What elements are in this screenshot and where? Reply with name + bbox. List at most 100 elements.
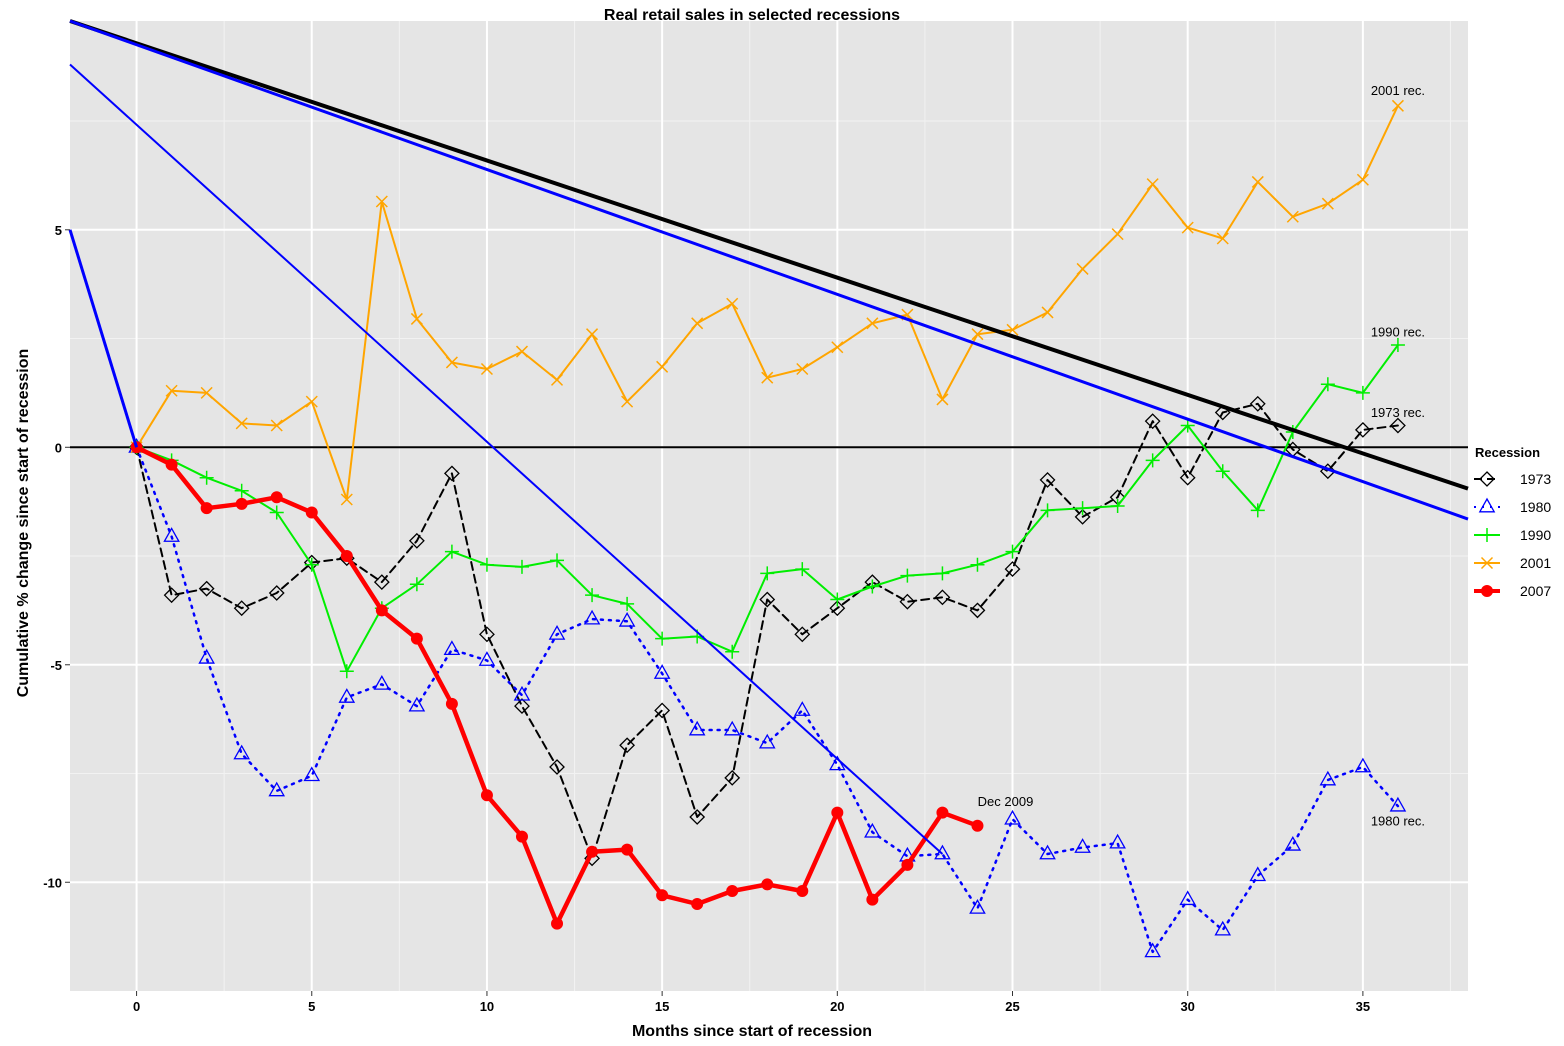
data-point-2001 — [761, 371, 774, 384]
data-point-1980 — [1389, 796, 1407, 812]
x-tick-label: 10 — [480, 999, 494, 1014]
data-point-1990 — [199, 470, 214, 485]
data-point-1980 — [1109, 833, 1126, 849]
data-point-1990 — [830, 592, 845, 607]
data-point-1980 — [513, 685, 531, 701]
legend-title: Recession — [1475, 445, 1540, 460]
data-point-1990 — [1145, 453, 1160, 468]
data-point-1980 — [653, 664, 671, 679]
data-point-1980 — [1319, 770, 1337, 786]
data-point-1980 — [583, 609, 601, 625]
trend-line — [69, 19, 1469, 491]
data-point-2007 — [796, 884, 809, 897]
data-point-1980 — [1179, 890, 1197, 906]
data-point-2001 — [866, 317, 879, 330]
series-layer — [128, 99, 1407, 958]
annotation-layer: 2001 rec. 1990 rec. 1973 rec. 1980 rec. Dec … — [978, 83, 1425, 829]
data-point-1980 — [268, 781, 286, 797]
data-point-1973 — [1144, 413, 1161, 430]
data-point-2007 — [586, 845, 599, 858]
annotation-label: 1990 rec. — [1371, 324, 1425, 339]
data-point-1980 — [303, 766, 321, 782]
annotation-label: 2001 rec. — [1371, 83, 1425, 98]
trend-line — [68, 229, 139, 448]
data-point-2007 — [761, 878, 774, 891]
data-point-1990 — [970, 557, 985, 572]
data-point-2007 — [445, 697, 458, 710]
data-point-1990 — [1075, 501, 1090, 516]
data-point-1990 — [865, 579, 880, 594]
data-point-2001 — [831, 341, 844, 354]
legend-item-1973: 1973 — [1474, 471, 1551, 487]
data-point-2001 — [1181, 221, 1194, 234]
data-point-1990 — [1005, 544, 1020, 559]
data-point-2001 — [480, 362, 493, 376]
data-point-2001 — [445, 356, 458, 369]
data-point-2001 — [340, 493, 353, 506]
data-point-2001 — [1111, 228, 1124, 241]
legend-marker — [1481, 585, 1493, 597]
trend-line — [69, 19, 1469, 521]
data-point-1980 — [758, 733, 776, 749]
data-point-2007 — [340, 550, 353, 563]
legend-label: 1990 — [1520, 527, 1551, 543]
legend-marker — [1480, 528, 1494, 542]
data-point-2007 — [866, 893, 879, 906]
x-tick-label: 25 — [1005, 999, 1019, 1014]
data-point-2001 — [1251, 175, 1264, 188]
x-tick-label: 5 — [308, 999, 315, 1014]
data-point-1980 — [864, 822, 881, 838]
data-point-2001 — [726, 297, 739, 310]
data-point-1980 — [408, 696, 426, 712]
data-point-1990 — [585, 588, 600, 603]
data-point-2001 — [305, 395, 318, 408]
data-point-2001 — [1321, 197, 1334, 210]
data-point-1973 — [724, 769, 741, 786]
x-axis-title: Months since start of recession — [632, 1023, 872, 1040]
y-axis-title: Cumulative % change since start of reces… — [15, 349, 32, 698]
x-tick-label: 15 — [655, 999, 669, 1014]
data-point-2001 — [375, 195, 388, 208]
data-point-2001 — [691, 317, 704, 330]
data-point-1980 — [793, 701, 811, 716]
data-point-1990 — [655, 631, 670, 646]
data-point-2007 — [691, 898, 704, 911]
annotation-label: 1980 rec. — [1371, 814, 1425, 829]
annotation-label: 1973 rec. — [1371, 405, 1425, 420]
series-line-1973 — [135, 402, 1399, 860]
data-point-1990 — [1180, 418, 1195, 433]
legend-marker — [1478, 497, 1496, 513]
data-point-1973 — [408, 532, 425, 549]
data-point-1990 — [444, 544, 459, 559]
data-point-1990 — [1110, 499, 1125, 513]
data-point-1973 — [969, 602, 986, 619]
data-point-2007 — [410, 632, 423, 645]
data-point-1980 — [338, 688, 356, 703]
data-point-2007 — [200, 502, 213, 515]
data-point-1980 — [688, 720, 706, 736]
data-point-1973 — [794, 626, 811, 643]
data-point-1980 — [723, 720, 741, 736]
data-point-1973 — [619, 737, 636, 754]
data-point-1973 — [373, 574, 390, 591]
data-point-2001 — [235, 417, 248, 430]
data-point-2001 — [1076, 262, 1089, 275]
y-tick-label: 5 — [55, 223, 62, 238]
legend-item-2007: 2007 — [1474, 583, 1551, 599]
data-point-1973 — [443, 465, 460, 482]
data-point-2007 — [551, 917, 564, 930]
data-point-1973 — [1074, 508, 1091, 525]
data-point-2001 — [971, 328, 984, 341]
legend: Recession 1973 1980 1990 2001 2007 — [1474, 445, 1551, 599]
data-point-1980 — [1039, 844, 1056, 860]
data-point-1973 — [829, 600, 846, 617]
data-point-2007 — [515, 830, 528, 843]
y-axis-ticks: -10 -5 0 5 — [43, 223, 70, 890]
annotation-label: Dec 2009 — [978, 794, 1034, 809]
data-point-2001 — [1286, 210, 1299, 223]
data-point-2001 — [410, 312, 423, 325]
data-point-2007 — [901, 858, 914, 871]
data-point-1980 — [443, 640, 461, 655]
data-point-2001 — [1391, 99, 1404, 112]
